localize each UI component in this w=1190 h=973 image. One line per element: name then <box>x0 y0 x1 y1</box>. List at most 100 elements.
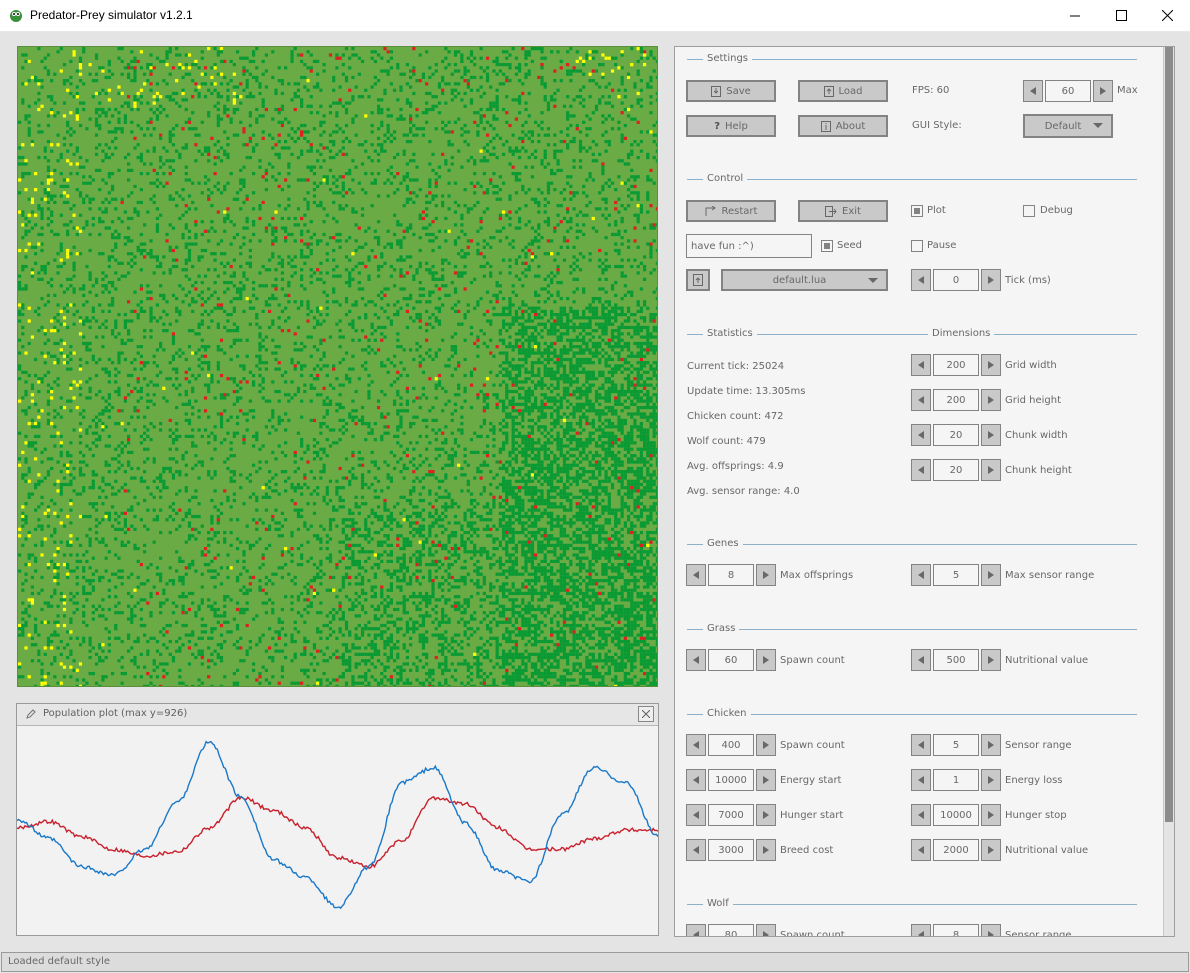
tree-cell <box>200 191 204 195</box>
tree-cell <box>251 146 256 150</box>
tree-cell <box>303 389 307 394</box>
tree-cell <box>534 290 538 294</box>
simulation-grid[interactable] <box>17 46 658 687</box>
tree-cell <box>274 367 278 371</box>
tree-cell <box>191 412 195 416</box>
tree-cell <box>219 95 224 99</box>
tree-cell <box>409 85 413 89</box>
tree-cell <box>216 345 220 349</box>
tree-cell <box>114 389 118 394</box>
tree-cell <box>511 380 515 384</box>
tree-cell <box>418 53 422 57</box>
tree-cell <box>255 75 259 80</box>
tree-cell <box>162 146 166 150</box>
tree-cell <box>258 341 262 346</box>
tree-cell <box>591 313 595 317</box>
tree-cell <box>582 213 586 217</box>
tree-cell <box>556 393 560 397</box>
tree-cell <box>248 59 252 64</box>
tree-cell <box>453 332 458 336</box>
tree-cell <box>639 98 643 102</box>
tree-cell <box>514 258 518 262</box>
tree-cell <box>322 351 326 355</box>
tree-cell <box>69 59 73 64</box>
tree-cell <box>626 396 631 400</box>
tree-cell <box>239 264 243 269</box>
tree-cell <box>642 415 647 419</box>
tree-cell <box>607 364 611 368</box>
tree-cell <box>485 143 490 147</box>
tree-cell <box>181 287 185 291</box>
chicken-cell <box>56 143 60 147</box>
tree-cell <box>537 232 541 237</box>
tree-cell <box>139 242 143 246</box>
tree-cell <box>412 357 416 362</box>
tree-cell <box>245 155 249 160</box>
tree-cell <box>187 399 192 403</box>
tree-cell <box>543 309 547 314</box>
close-button[interactable] <box>1144 0 1190 31</box>
tree-cell <box>492 146 496 150</box>
tree-cell <box>485 149 490 153</box>
tree-cell <box>56 412 60 416</box>
tree-cell <box>162 162 166 166</box>
tree-cell <box>482 245 486 249</box>
tree-cell <box>636 101 640 105</box>
tree-cell <box>104 274 108 278</box>
chicken-cell <box>66 255 70 259</box>
tree-cell <box>501 361 506 365</box>
tree-cell <box>617 389 621 394</box>
tree-cell <box>21 303 25 307</box>
tree-cell <box>110 72 115 76</box>
tree-cell <box>223 409 227 413</box>
tree-cell <box>524 338 528 342</box>
tree-cell <box>59 47 63 51</box>
tree-cell <box>152 194 156 198</box>
tree-cell <box>604 236 608 240</box>
wolf-cell <box>434 181 438 185</box>
tree-cell <box>434 236 438 240</box>
tree-cell <box>376 325 381 330</box>
tree-cell <box>293 367 297 371</box>
tree-cell <box>655 348 657 352</box>
tree-cell <box>139 354 143 358</box>
tree-cell <box>607 178 611 182</box>
tree-cell <box>537 383 541 387</box>
tree-cell <box>604 412 608 416</box>
tree-cell <box>556 338 560 342</box>
chicken-cell <box>30 271 35 275</box>
tree-cell <box>24 216 28 221</box>
tree-cell <box>69 409 73 413</box>
tree-cell <box>559 168 563 172</box>
tree-cell <box>149 133 153 137</box>
tree-cell <box>517 380 522 384</box>
tree-cell <box>508 271 512 275</box>
tree-cell <box>104 226 108 230</box>
tree-cell <box>578 325 583 330</box>
tree-cell <box>553 149 557 153</box>
tree-cell <box>578 338 583 342</box>
chicken-cell <box>617 95 621 99</box>
tree-cell <box>460 216 464 221</box>
tree-cell <box>258 389 262 394</box>
tree-cell <box>556 383 560 387</box>
tree-cell <box>232 284 236 288</box>
tree-cell <box>123 66 127 70</box>
tree-cell <box>267 258 272 262</box>
tree-cell <box>91 354 95 358</box>
tree-cell <box>550 396 554 400</box>
tree-cell <box>578 364 583 368</box>
tree-cell <box>604 117 608 121</box>
tree-cell <box>149 313 153 317</box>
tree-cell <box>271 380 275 384</box>
tree-cell <box>62 306 67 310</box>
minimize-button[interactable] <box>1052 0 1098 31</box>
tree-cell <box>553 98 557 102</box>
tree-cell <box>389 319 393 323</box>
tree-cell <box>181 351 185 355</box>
tree-cell <box>553 172 557 176</box>
tree-cell <box>322 354 326 358</box>
maximize-button[interactable] <box>1098 0 1144 31</box>
wolf-cell <box>482 114 486 118</box>
tree-cell <box>110 220 115 224</box>
